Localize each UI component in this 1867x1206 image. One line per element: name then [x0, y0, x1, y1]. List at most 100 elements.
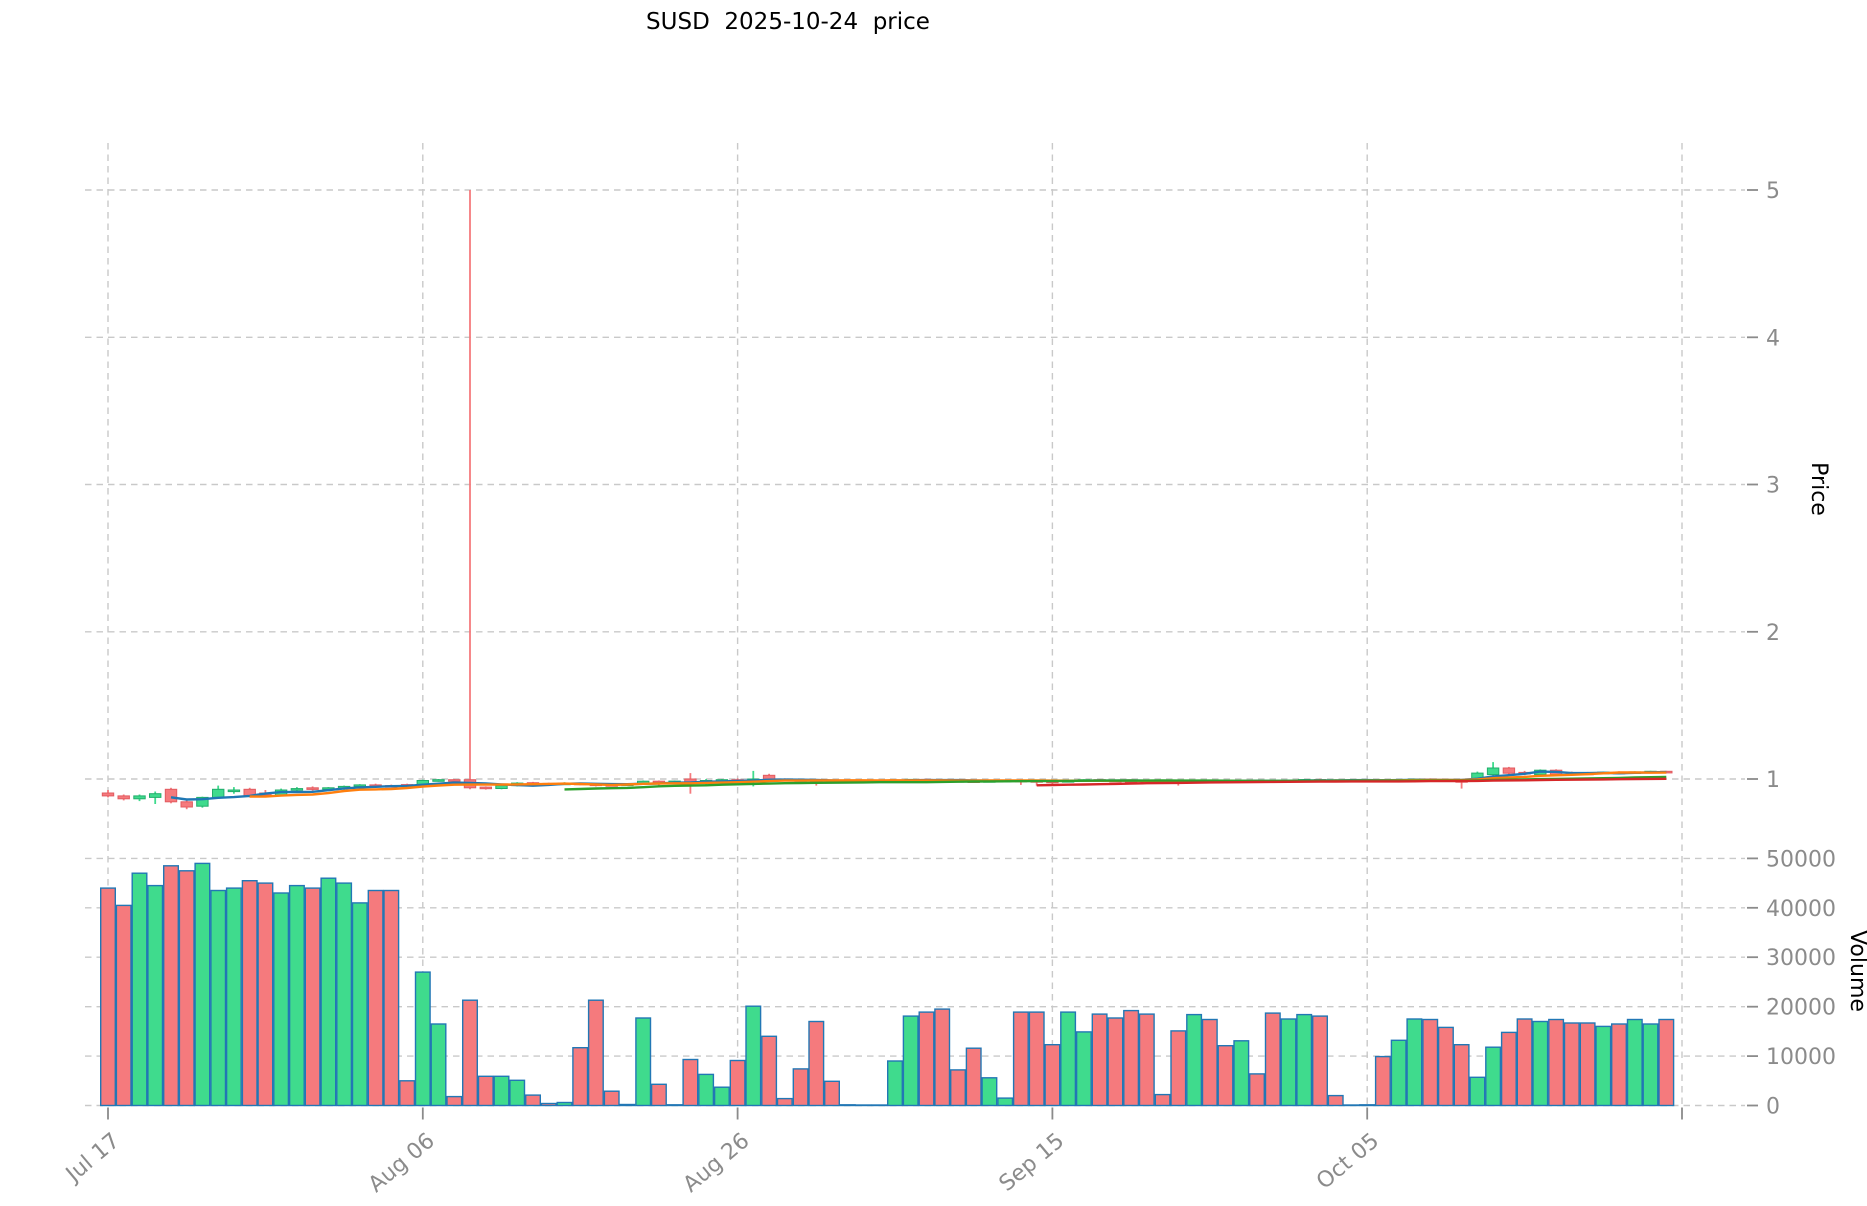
volume-bar	[304, 887, 321, 1107]
price-tick-label: 1	[1766, 768, 1780, 793]
volume-tick-label: 40000	[1766, 897, 1836, 922]
volume-bar	[682, 1058, 699, 1107]
x-tick-label: Jul 17	[60, 1128, 125, 1188]
volume-bar	[257, 882, 274, 1107]
volume-bar	[556, 1101, 573, 1107]
volume-bar	[713, 1086, 730, 1107]
volume-bar	[131, 872, 148, 1107]
volume-bar	[587, 999, 604, 1107]
volume-bar	[997, 1097, 1014, 1107]
volume-bar	[619, 1103, 636, 1107]
volume-axis-label: Volume	[1845, 930, 1867, 1012]
volume-bar	[1390, 1039, 1407, 1107]
volume-bar	[792, 1068, 809, 1107]
volume-tick-label: 30000	[1766, 946, 1836, 971]
volume-bar	[351, 902, 368, 1107]
volume-bar	[1359, 1104, 1376, 1107]
volume-bar	[839, 1104, 856, 1107]
volume-bar	[1123, 1009, 1140, 1107]
candle-body	[180, 801, 193, 808]
volume-bar	[1138, 1013, 1155, 1107]
price-tick-label: 3	[1766, 474, 1780, 499]
volume-bar	[399, 1080, 416, 1107]
volume-bar	[1154, 1093, 1171, 1107]
volume-bar	[745, 1005, 762, 1107]
price-grid-and-ticks: 1 2 3 4 5	[85, 179, 1780, 793]
chart-title: SUSD 2025-10-24 price	[646, 9, 930, 35]
volume-bar	[1217, 1044, 1234, 1107]
volume-bar	[1280, 1018, 1297, 1107]
volume-bar	[1012, 1011, 1029, 1107]
volume-bar	[776, 1097, 793, 1107]
candle-body	[479, 786, 493, 790]
volume-bar	[1044, 1043, 1061, 1107]
volume-bar	[1658, 1018, 1675, 1107]
volume-bar	[1642, 1023, 1659, 1107]
volume-bar	[1233, 1040, 1250, 1107]
volume-bar	[1374, 1055, 1391, 1107]
candle-body	[101, 792, 115, 797]
x-tick-label: Sep 15	[995, 1128, 1070, 1196]
moving-average-lines	[170, 770, 1667, 801]
candle-body	[196, 796, 209, 807]
volume-bar	[509, 1079, 526, 1107]
price-tick-label: 5	[1766, 179, 1780, 204]
volume-bar	[902, 1015, 919, 1107]
volume-bar	[1595, 1025, 1612, 1107]
candle-body	[306, 787, 319, 790]
volume-bar	[367, 889, 384, 1107]
price-axis-label: Price	[1806, 462, 1831, 516]
ma-line-10	[249, 771, 1667, 798]
volume-bar	[918, 1011, 935, 1107]
volume-bar	[824, 1080, 841, 1107]
volume-bar	[934, 1008, 951, 1107]
volume-bar	[1422, 1018, 1439, 1107]
candles	[101, 190, 1673, 810]
volume-bar	[950, 1069, 967, 1107]
volume-bar	[383, 889, 400, 1107]
volume-bar	[414, 971, 431, 1107]
volume-bar	[1500, 1031, 1517, 1107]
volume-bar	[241, 880, 258, 1107]
volume-bar	[178, 870, 195, 1107]
volume-bar	[1091, 1013, 1108, 1107]
volume-bar	[194, 862, 211, 1107]
x-tick-label: Aug 06	[364, 1128, 440, 1197]
volume-bar	[698, 1073, 715, 1107]
volume-bar	[288, 884, 305, 1107]
candle-body	[290, 788, 304, 791]
volume-bar	[855, 1104, 872, 1107]
price-tick-label: 4	[1766, 326, 1780, 351]
volume-bar	[808, 1020, 825, 1107]
candle-body	[495, 785, 508, 789]
candle-body	[1486, 767, 1500, 776]
price-tick-label: 2	[1766, 621, 1780, 646]
volume-bar	[1296, 1013, 1313, 1107]
volume-bar	[147, 884, 164, 1107]
volume-bar	[650, 1083, 667, 1107]
volume-bar	[887, 1060, 904, 1107]
volume-bar	[1563, 1022, 1580, 1107]
volume-bar	[210, 889, 227, 1107]
volume-bar	[493, 1075, 510, 1107]
candle-body	[227, 789, 241, 793]
x-tick-label: Oct 05	[1312, 1128, 1384, 1194]
candle-body	[164, 788, 178, 803]
volume-bar	[1170, 1030, 1187, 1107]
volume-bar	[729, 1059, 746, 1107]
volume-bar	[525, 1094, 542, 1107]
volume-bar	[477, 1075, 494, 1107]
volume-tick-label: 20000	[1766, 996, 1836, 1021]
candle-body	[133, 795, 146, 800]
candle-body	[1502, 767, 1516, 774]
volume-bar	[871, 1104, 888, 1107]
volume-bar	[1437, 1026, 1454, 1107]
volume-bar	[635, 1017, 652, 1107]
volume-bar	[1343, 1104, 1360, 1107]
volume-bars	[99, 862, 1675, 1107]
volume-bar	[1028, 1011, 1045, 1107]
volume-bar	[225, 887, 242, 1107]
volume-bar	[540, 1102, 557, 1107]
volume-bar	[99, 887, 116, 1107]
